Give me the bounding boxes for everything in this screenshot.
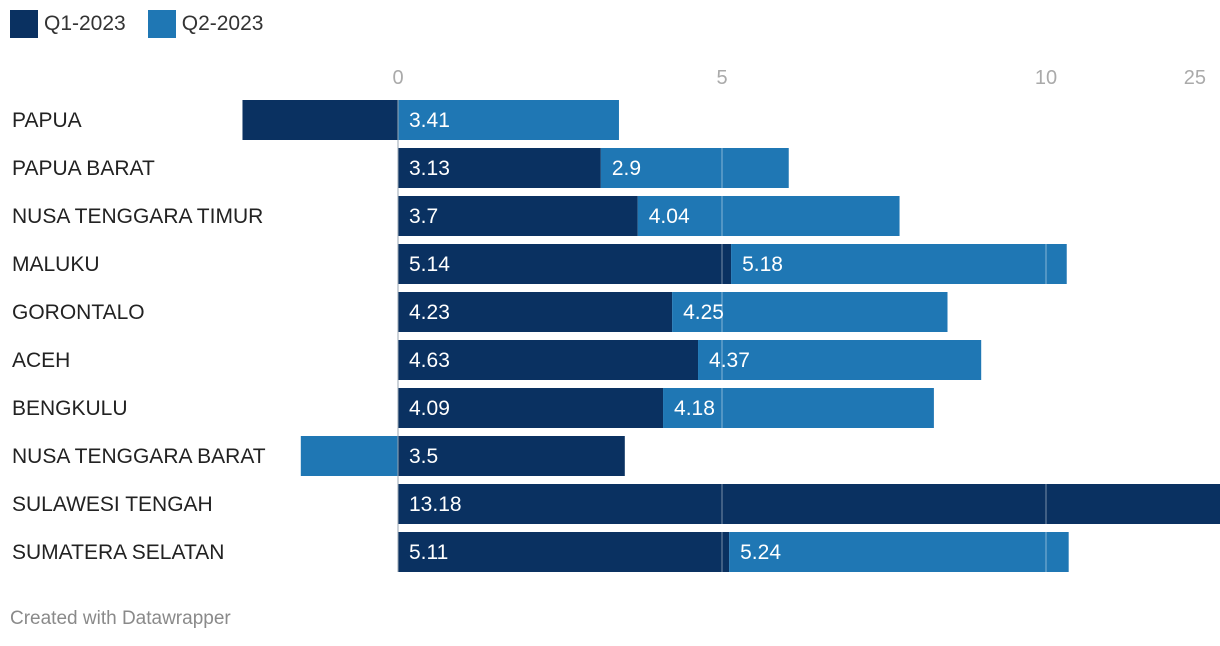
bar-q2 — [600, 148, 789, 188]
category-label: ACEH — [12, 349, 70, 372]
bar-q1 — [398, 484, 1220, 524]
category-label: SULAWESI TENGAH — [12, 493, 213, 516]
bar-q2 — [729, 532, 1069, 572]
bar-q2 — [698, 340, 982, 380]
data-label-q2: 4.37 — [709, 349, 750, 372]
bar-q1 — [398, 388, 664, 428]
legend: Q1-2023 Q2-2023 — [10, 10, 263, 38]
category-label: NUSA TENGGARA BARAT — [12, 445, 266, 468]
data-label-q1: 13.18 — [409, 493, 462, 516]
x-tick-label: 5 — [716, 67, 727, 89]
bar-q1 — [398, 292, 673, 332]
data-label-q2: 2.9 — [612, 157, 641, 180]
data-label-q2: 3.41 — [409, 109, 450, 132]
legend-swatch-q2 — [147, 10, 176, 38]
data-label-q1: 5.14 — [409, 253, 450, 276]
category-label: NUSA TENGGARA TIMUR — [12, 205, 263, 228]
bar-q1 — [398, 196, 638, 236]
category-label: SUMATERA SELATAN — [12, 541, 224, 564]
data-label-q2: 5.24 — [740, 541, 781, 564]
legend-item-q1: Q1-2023 — [10, 10, 126, 38]
bar-q1 — [242, 100, 398, 140]
bar-q2 — [300, 436, 398, 476]
data-label-q1: 3.5 — [409, 445, 438, 468]
datawrapper-credit: Created with Datawrapper — [10, 608, 231, 629]
category-label: BENGKULU — [12, 397, 128, 420]
bar-q1 — [398, 148, 601, 188]
category-label: MALUKU — [12, 253, 100, 276]
x-tick-label: 10 — [1035, 67, 1057, 89]
category-label: GORONTALO — [12, 301, 145, 324]
data-label-q1: 5.11 — [409, 541, 448, 564]
data-label-q2: 4.04 — [649, 205, 690, 228]
category-label: PAPUA — [12, 109, 82, 132]
category-label: PAPUA BARAT — [12, 157, 155, 180]
bar-q1 — [398, 532, 730, 572]
legend-swatch-q1 — [10, 10, 38, 38]
data-label-q2: 4.18 — [674, 397, 715, 420]
data-label-q1: 4.09 — [409, 397, 450, 420]
bar-q1 — [398, 244, 732, 284]
data-label-q1: 4.63 — [409, 349, 450, 372]
data-label-q1: 3.7 — [409, 205, 438, 228]
x-tick-label: 0 — [392, 67, 403, 89]
x-tick-label: 25 — [1184, 67, 1206, 89]
data-label-q1: 3.13 — [409, 157, 450, 180]
bars — [242, 100, 1220, 572]
bar-q1 — [398, 340, 699, 380]
bar-q2 — [398, 100, 619, 140]
legend-label-q1: Q1-2023 — [44, 12, 126, 35]
legend-label-q2: Q2-2023 — [181, 12, 264, 35]
data-label-q2: 4.25 — [683, 301, 724, 324]
legend-item-q2: Q2-2023 — [147, 10, 264, 38]
bar-q2 — [663, 388, 934, 428]
bar-q1 — [398, 436, 625, 476]
data-label-q1: 4.23 — [409, 301, 450, 324]
bar-q2 — [672, 292, 948, 332]
bar-q2 — [637, 196, 900, 236]
data-label-q2: 5.18 — [742, 253, 783, 276]
bar-q2 — [731, 244, 1067, 284]
